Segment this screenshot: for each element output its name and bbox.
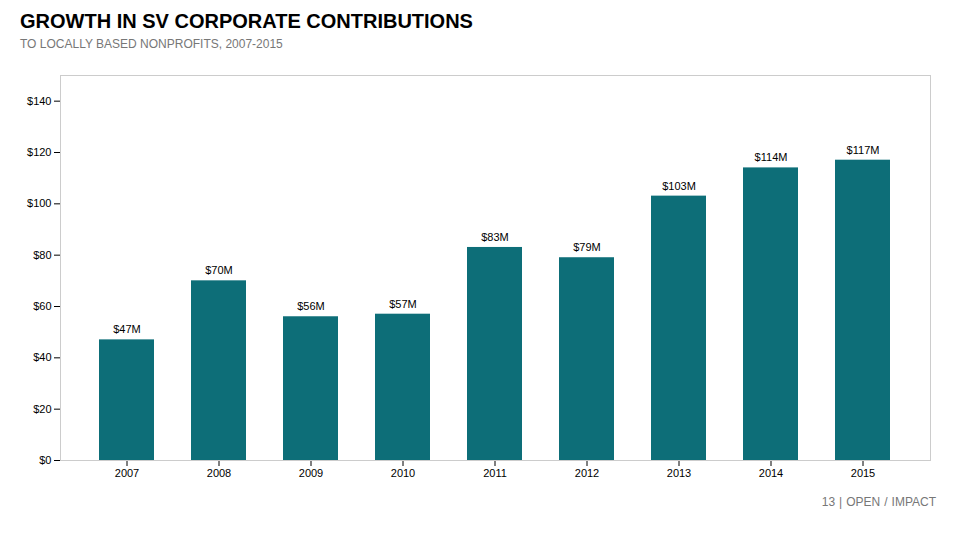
svg-text:$56M: $56M <box>297 300 325 312</box>
svg-text:$47M: $47M <box>113 323 141 335</box>
svg-text:$20: $20 <box>33 403 51 415</box>
svg-text:$60: $60 <box>33 300 51 312</box>
svg-text:2008: 2008 <box>207 467 231 479</box>
svg-text:2010: 2010 <box>391 467 415 479</box>
svg-text:$140: $140 <box>27 95 51 107</box>
svg-text:2009: 2009 <box>299 467 323 479</box>
svg-text:$117M: $117M <box>847 144 880 156</box>
svg-text:$79M: $79M <box>573 241 601 253</box>
svg-text:2014: 2014 <box>759 467 783 479</box>
svg-text:$103M: $103M <box>662 180 696 192</box>
svg-text:$83M: $83M <box>481 231 509 243</box>
svg-text:$57M: $57M <box>389 298 417 310</box>
svg-text:2011: 2011 <box>483 467 507 479</box>
svg-text:2015: 2015 <box>851 467 875 479</box>
svg-text:2012: 2012 <box>575 467 599 479</box>
svg-text:$100: $100 <box>27 197 51 209</box>
svg-text:$120: $120 <box>27 146 51 158</box>
svg-text:2013: 2013 <box>667 467 691 479</box>
svg-text:$70M: $70M <box>205 264 233 276</box>
svg-text:$114M: $114M <box>755 151 788 163</box>
html-text:13 | OPEN / IMPACT: 13 | OPEN / IMPACT <box>821 495 936 509</box>
svg-text:$80: $80 <box>33 249 51 261</box>
html-text:TO LOCALLY BASED NONPROFITS, 2: TO LOCALLY BASED NONPROFITS, 2007-2015 <box>20 37 283 51</box>
svg-text:$0: $0 <box>39 454 51 466</box>
html-text:GROWTH IN SV CORPORATE CONTRIB: GROWTH IN SV CORPORATE CONTRIBUTIONS <box>20 10 473 32</box>
svg-text:$40: $40 <box>33 351 51 363</box>
svg-text:2007: 2007 <box>115 467 139 479</box>
